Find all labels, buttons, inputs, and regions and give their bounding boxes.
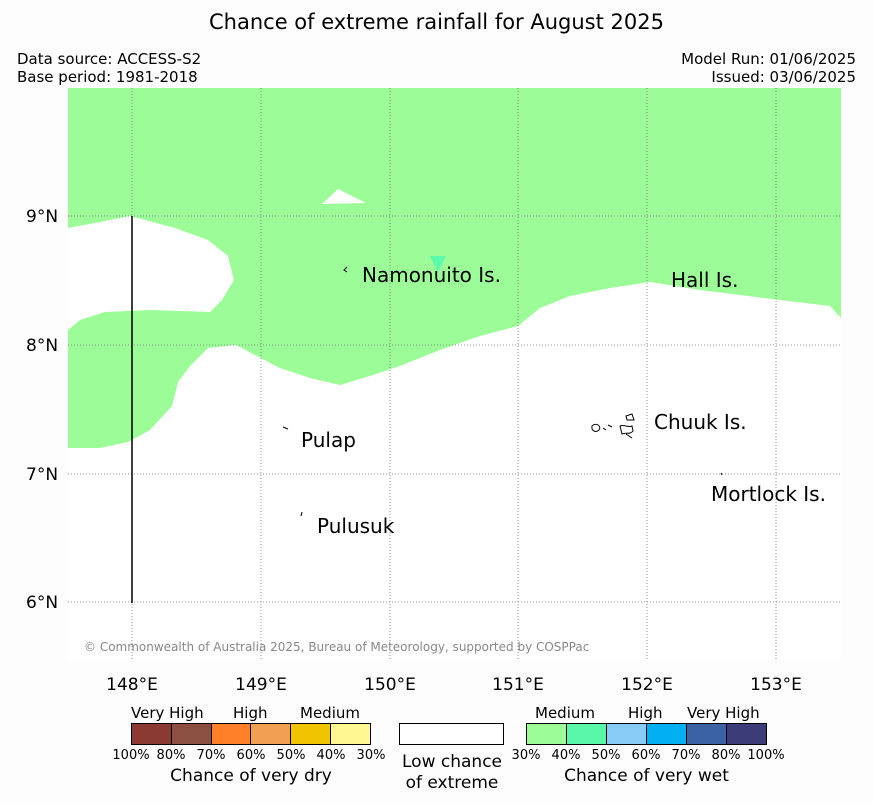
lon-axis-labels: 148°E 149°E 150°E 151°E 152°E 153°E [106,675,802,695]
legend-heading: High [628,704,663,722]
legend-heading: Very High [687,704,760,722]
place-label-mortlock: Mortlock Is. [711,482,826,506]
low-chance-line2: of extreme [405,773,499,793]
dry-swatch [170,724,211,744]
mortlock-island-mark [720,472,723,476]
lon-label: 150°E [364,675,416,695]
chart-title: Chance of extreme rainfall for August 20… [209,10,664,34]
low-chance-line1: Low chance [402,752,502,772]
dry-swatch [210,724,251,744]
chuuk-island-marks [591,413,635,439]
pulusuk-island-mark [300,511,303,517]
lon-label: 149°E [235,675,287,695]
base-period: Base period: 1981-2018 [17,68,198,86]
white-gap [322,189,366,204]
legend-heading: High [233,704,268,722]
island-outlines [282,266,723,517]
place-label-hall: Hall Is. [671,268,738,292]
lon-label: 151°E [492,675,544,695]
dry-swatch [132,724,171,744]
meta-right: Model Run: 01/06/2025 Issued: 03/06/2025 [681,50,856,86]
wet-swatch [566,724,606,744]
legend-heading: Medium [535,704,595,722]
legend-heading: Medium [300,704,360,722]
place-label-chuuk: Chuuk Is. [654,410,747,434]
legend-heading: Very High [131,704,204,722]
place-label-pulusuk: Pulusuk [317,514,395,538]
wet-tick: 100% [747,748,785,763]
dry-tick: 30% [356,748,386,763]
dry-swatch [330,724,370,744]
place-label-pulap: Pulap [301,428,356,452]
low-chance-swatch [399,723,504,745]
meta-left: Data source: ACCESS-S2 Base period: 1981… [17,50,201,86]
lon-label: 153°E [750,675,802,695]
dry-tick: 70% [196,748,226,763]
place-labels: Namonuito Is. Hall Is. Pulap Chuuk Is. M… [301,263,826,538]
lat-label: 9°N [26,207,58,227]
wet-swatch [646,724,686,744]
model-run: Model Run: 01/06/2025 [681,50,856,68]
dry-legend-title: Chance of very dry [170,766,332,786]
wet-tick: 60% [631,748,661,763]
copyright-notice: © Commonwealth of Australia 2025, Bureau… [84,640,590,654]
wet-legend-title: Chance of very wet [564,766,729,786]
wet-tick: 80% [711,748,741,763]
issued-date: Issued: 03/06/2025 [711,68,856,86]
pulap-island-mark [282,426,289,430]
dry-swatch [250,724,291,744]
wet-medium-high-spot [430,256,446,272]
dry-tick: 80% [156,748,186,763]
lat-label: 6°N [26,593,58,613]
dry-colorbar [131,723,371,745]
dry-tick: 60% [236,748,266,763]
wet-tick: 40% [551,748,581,763]
data-source: Data source: ACCESS-S2 [17,50,202,68]
wet-colorbar [526,723,767,745]
wet-swatch [686,724,726,744]
lat-axis-labels: 9°N 8°N 7°N 6°N [26,207,58,613]
place-label-namonuito: Namonuito Is. [362,263,501,287]
dry-tick: 100% [112,748,150,763]
dry-tick: 50% [276,748,306,763]
wet-swatch [726,724,766,744]
wet-swatch [527,724,566,744]
wet-tick: 30% [511,748,541,763]
lat-label: 8°N [26,336,58,356]
dry-tick: 40% [316,748,346,763]
wet-tick: 70% [671,748,701,763]
dry-swatch [290,724,331,744]
namonuito-island-mark [343,266,348,273]
lon-label: 148°E [106,675,158,695]
wet-swatch [606,724,646,744]
wet-tick: 50% [591,748,621,763]
lat-label: 7°N [26,465,58,485]
lon-label: 152°E [621,675,673,695]
